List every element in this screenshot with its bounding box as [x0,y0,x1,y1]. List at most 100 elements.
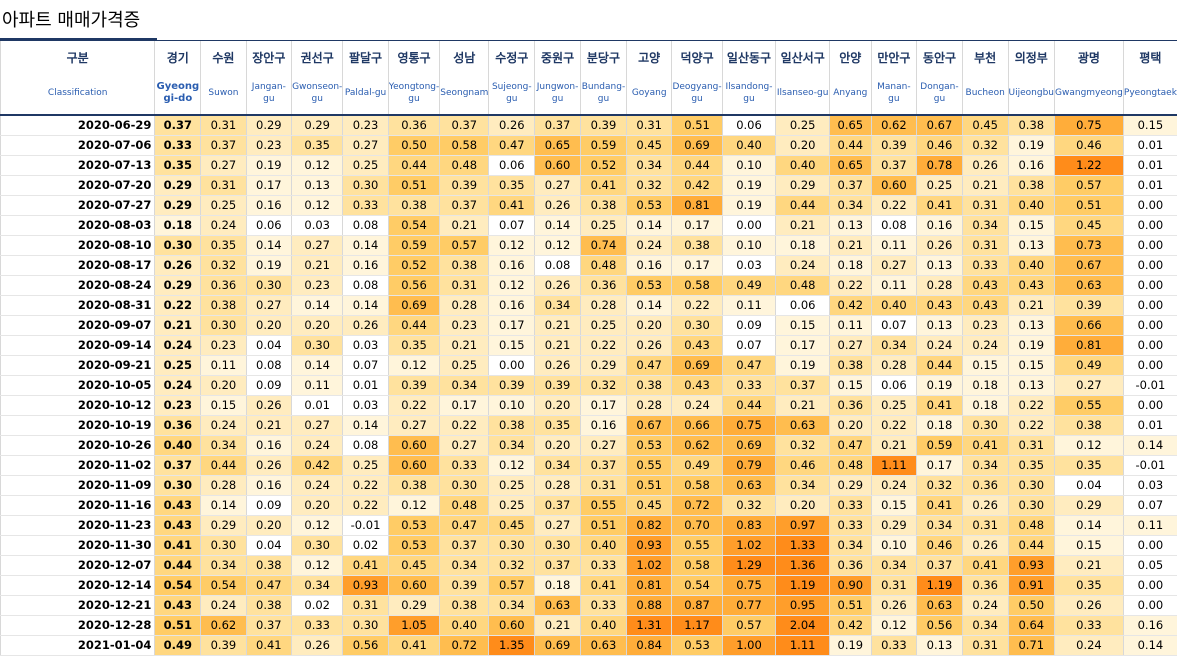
value-cell: 0.25 [342,155,389,176]
value-cell: 0.37 [534,495,581,516]
header-english-label: Gwonseon-gu [292,82,343,104]
value-cell: 0.41 [488,195,535,216]
header-region: 동안구 Dongan-gu [916,41,963,116]
value-cell: 0.26 [291,635,343,656]
value-cell: 0.12 [488,455,535,476]
value-cell: 0.25 [488,495,535,516]
value-cell: 0.60 [387,455,440,476]
value-cell: 0.59 [580,135,627,156]
gyeonggi-value-cell: 0.18 [154,215,201,236]
value-cell: 0.84 [625,635,672,656]
value-cell: 0.33 [961,255,1009,276]
value-cell: 0.22 [1007,415,1055,436]
header-korean-label: 팔달구 [348,51,383,65]
value-cell: 0.22 [828,275,872,296]
value-cell: 0.14 [342,235,389,256]
table-row: 2020-09-14 0.24 0.23 0.04 0.30 0.03 0.35 0.21 0.… [0,335,1177,356]
table-row: 2020-10-05 0.24 0.20 0.09 0.11 0.01 0.39 0.34 0.… [0,375,1177,396]
value-cell: 0.15 [1054,535,1124,556]
value-cell: 0.58 [671,275,723,296]
gyeonggi-value-cell: 0.29 [154,275,201,296]
header-korean-label: 영통구 [397,51,431,65]
value-cell: 0.09 [245,375,292,396]
value-cell: 0.26 [342,315,389,336]
row-date: 2020-11-23 [0,515,155,536]
value-cell: 0.10 [721,235,776,256]
value-cell: 0.14 [200,495,247,516]
row-date: 2020-11-09 [0,475,155,496]
gyeonggi-value-cell: 0.43 [154,515,201,536]
value-cell: 0.31 [342,595,389,616]
table-row: 2020-07-06 0.33 0.37 0.23 0.35 0.27 0.50 0.58 0.… [0,135,1177,156]
value-cell: 0.47 [721,355,776,376]
value-cell: 0.36 [200,275,247,296]
value-cell: 0.37 [245,615,292,636]
gyeonggi-value-cell: 0.29 [154,175,201,196]
value-cell: 0.50 [387,135,440,156]
value-cell: 0.22 [342,495,389,516]
value-cell: 0.25 [775,115,830,136]
value-cell: 0.38 [828,355,872,376]
header-english-label: Deogyang-gu [672,82,722,104]
value-cell: 0.30 [534,535,581,556]
value-cell: 0.47 [439,515,489,536]
value-cell: 0.32 [580,375,627,396]
value-cell: 0.14 [342,415,389,436]
value-cell: 0.08 [245,355,292,376]
value-cell: 1.31 [625,615,672,636]
header-english-label: Seongnam [440,88,489,98]
value-cell: 0.31 [200,175,247,196]
value-cell: 0.29 [387,595,440,616]
value-cell: 0.56 [387,275,440,296]
value-cell: 0.32 [721,495,776,516]
value-cell: 0.34 [961,215,1009,236]
value-cell: 0.34 [200,435,247,456]
value-cell: 0.14 [245,235,292,256]
value-cell: 0.15 [828,375,872,396]
value-cell: 0.13 [1007,315,1055,336]
value-cell: 0.34 [916,515,963,536]
value-cell: 0.51 [671,115,723,136]
value-cell: 0.30 [200,315,247,336]
value-cell: 0.01 [291,395,343,416]
value-cell: 0.28 [580,295,627,316]
value-cell: 0.57 [1054,175,1124,196]
value-cell: 0.37 [439,195,489,216]
header-region: 만안구 Manan-gu [870,41,917,116]
table-row: 2020-08-10 0.30 0.35 0.14 0.27 0.14 0.59 0.57 0.… [0,235,1177,256]
value-cell: 0.51 [1054,195,1124,216]
value-cell: 0.55 [1054,395,1124,416]
value-cell: 0.36 [828,555,872,576]
value-cell: 0.24 [200,415,247,436]
value-cell: 0.23 [200,335,247,356]
value-cell: 0.34 [488,435,535,456]
value-cell: 0.12 [291,155,343,176]
value-cell: 0.24 [916,335,963,356]
header-korean-label: 고양 [638,51,661,65]
value-cell: 0.00 [1122,295,1177,316]
title-underline [0,38,157,40]
row-date: 2020-10-12 [0,395,155,416]
table-row: 2020-11-23 0.43 0.29 0.20 0.12 -0.01 0.53 0.47 0… [0,515,1177,536]
value-cell: 0.25 [200,195,247,216]
value-cell: 0.06 [245,215,292,236]
value-cell: 0.21 [1054,555,1124,576]
value-cell: 0.20 [828,415,872,436]
value-cell: 0.33 [291,615,343,636]
value-cell: 0.44 [387,155,440,176]
value-cell: 0.69 [387,295,440,316]
value-cell: 0.18 [961,375,1009,396]
value-cell: 0.13 [291,175,343,196]
value-cell: 0.31 [961,235,1009,256]
value-cell: 0.19 [245,255,292,276]
row-date: 2020-10-05 [0,375,155,396]
header-english-label: Ilsanseo-gu [776,88,829,98]
value-cell: 0.26 [870,595,917,616]
table-row: 2020-07-13 0.35 0.27 0.19 0.12 0.25 0.44 0.48 0.… [0,155,1177,176]
value-cell: 0.39 [488,375,535,396]
value-cell: 0.63 [534,595,581,616]
value-cell: 0.26 [916,235,963,256]
value-cell: 0.35 [387,335,440,356]
value-cell: 0.81 [625,575,672,596]
value-cell: 0.58 [439,135,489,156]
